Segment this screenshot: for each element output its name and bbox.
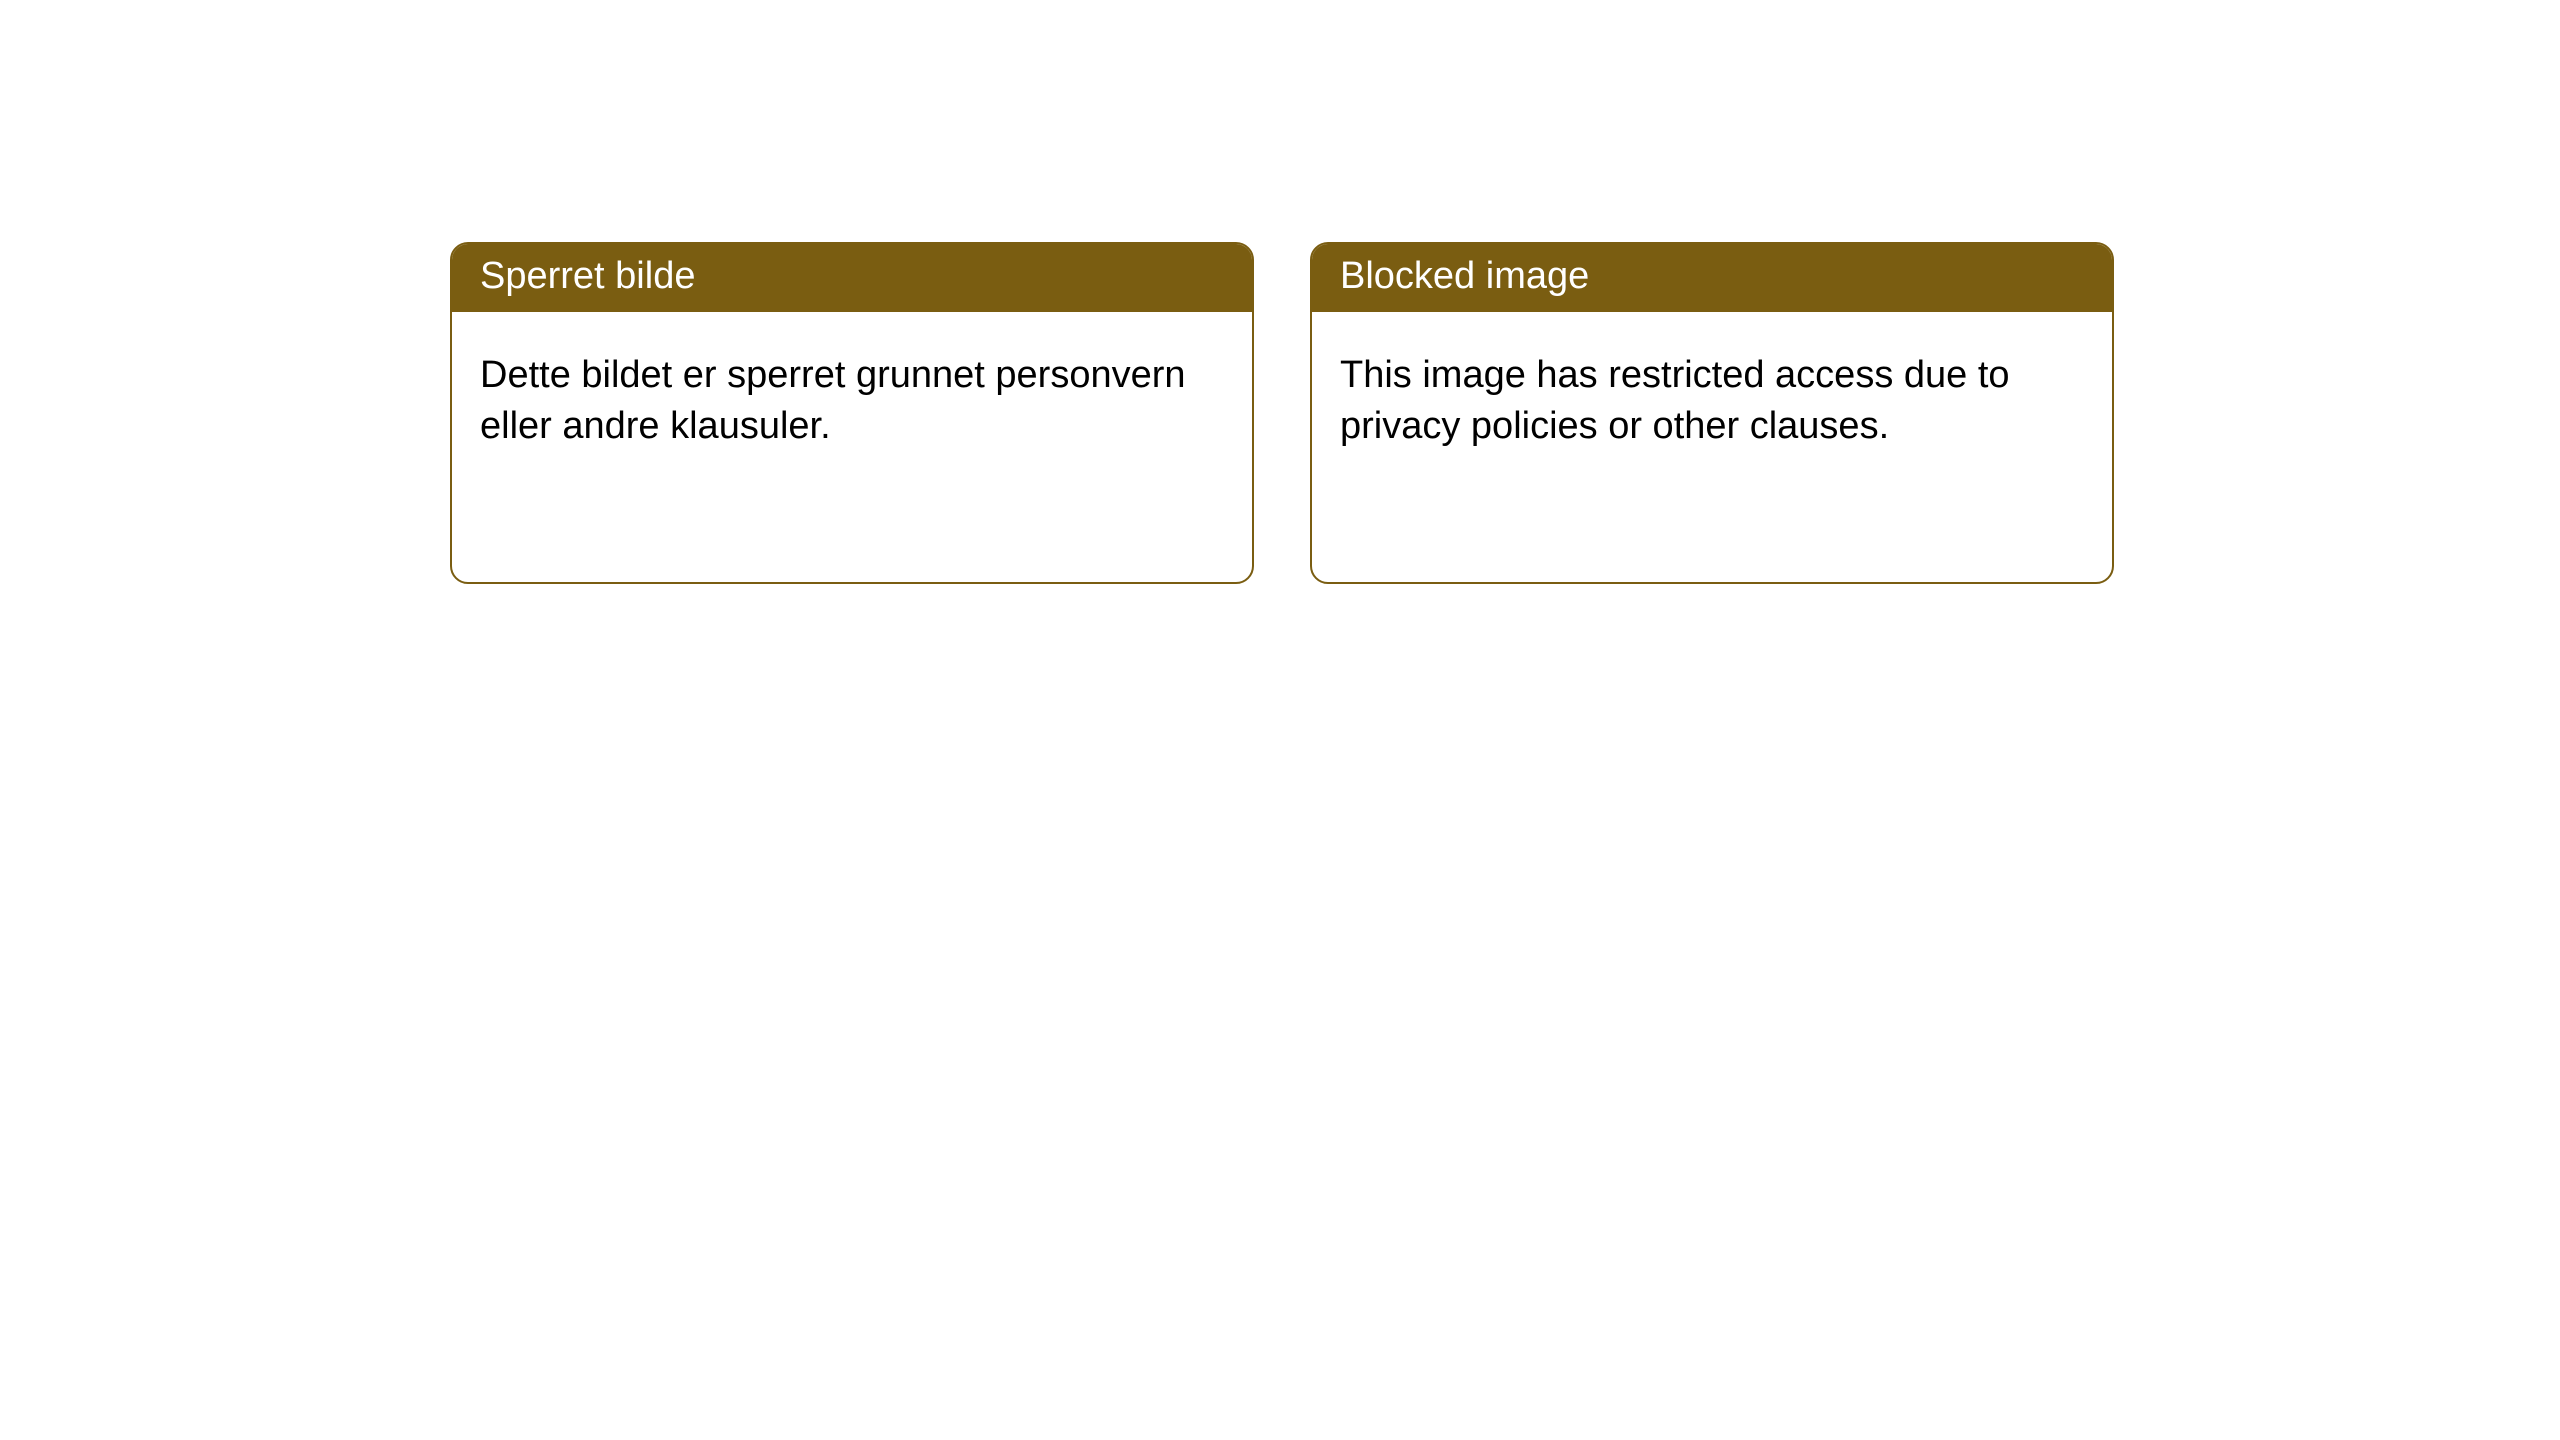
notice-body-norwegian: Dette bildet er sperret grunnet personve…	[452, 312, 1252, 582]
notice-body-english: This image has restricted access due to …	[1312, 312, 2112, 582]
notice-card-english: Blocked image This image has restricted …	[1310, 242, 2114, 584]
notice-title-english: Blocked image	[1312, 244, 2112, 312]
notice-title-norwegian: Sperret bilde	[452, 244, 1252, 312]
notice-card-norwegian: Sperret bilde Dette bildet er sperret gr…	[450, 242, 1254, 584]
notice-container: Sperret bilde Dette bildet er sperret gr…	[0, 0, 2560, 584]
